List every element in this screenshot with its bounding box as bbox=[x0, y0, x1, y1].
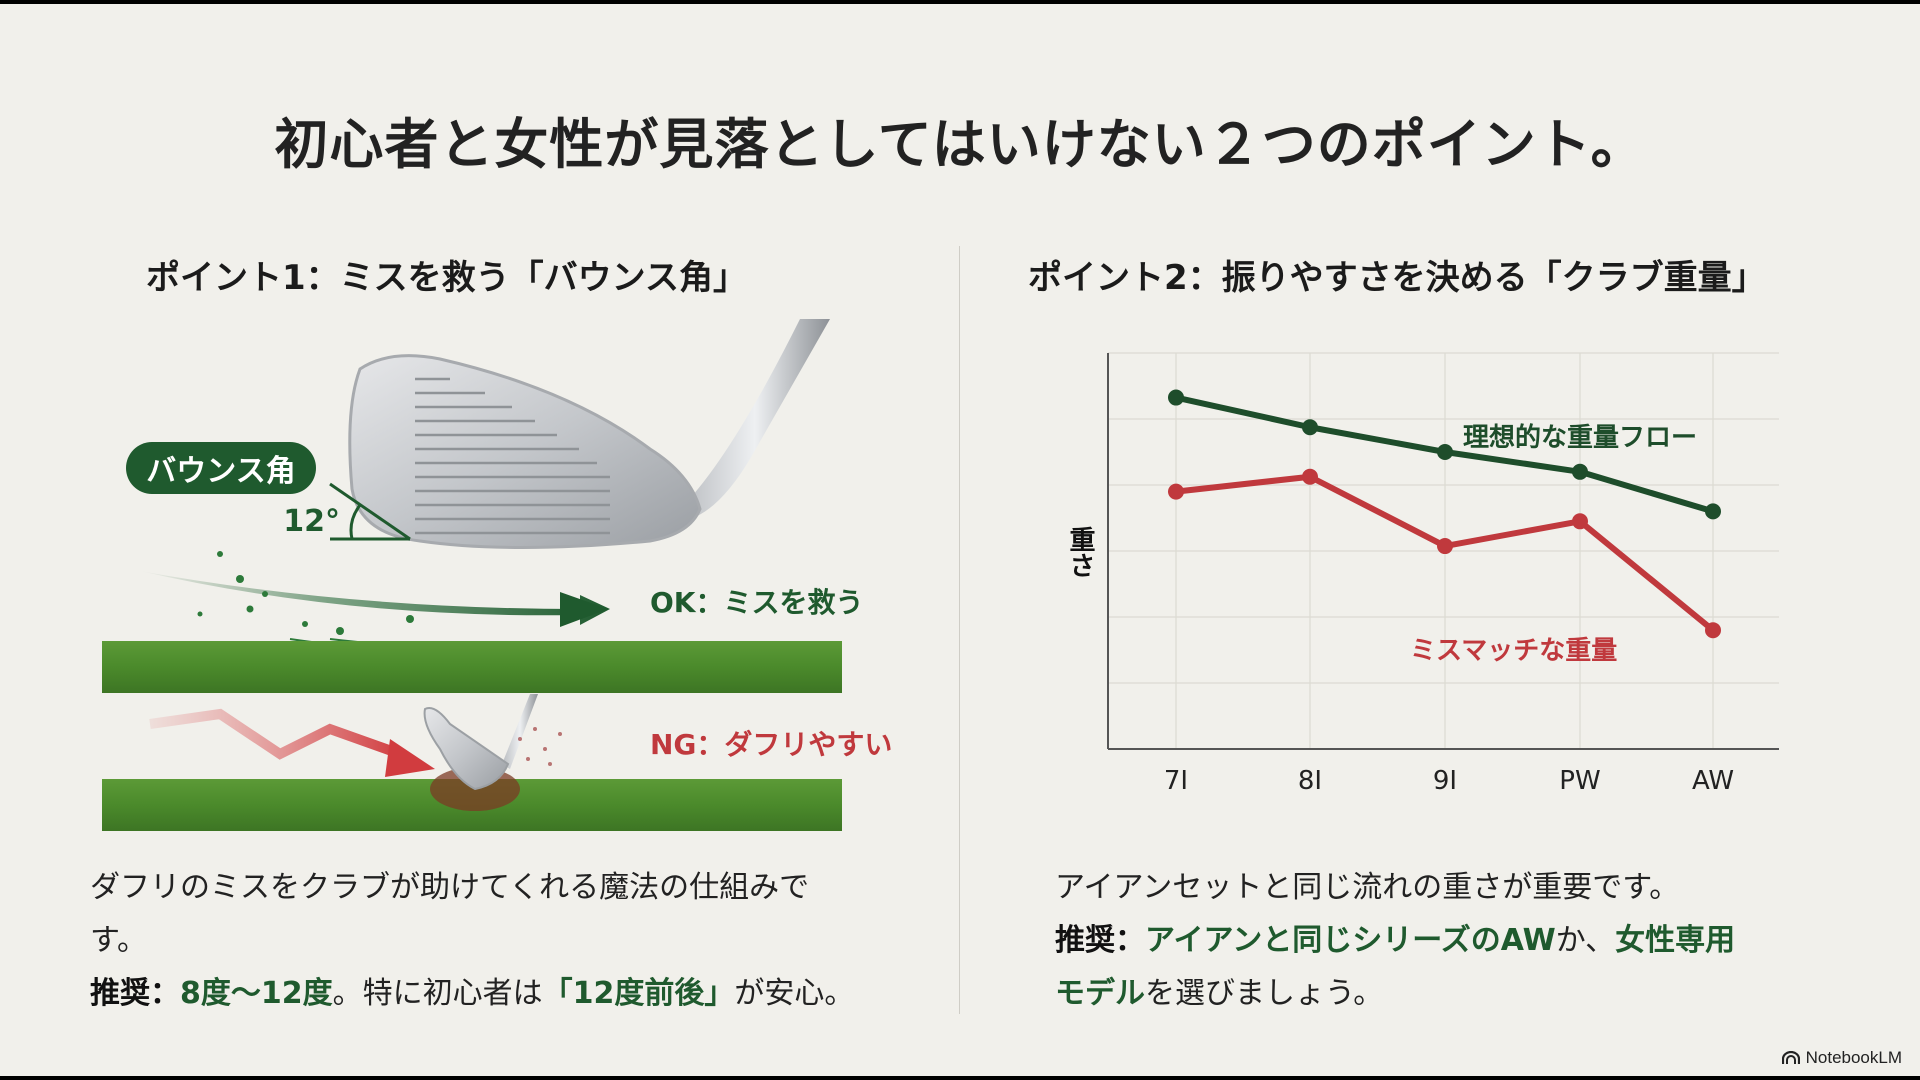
rec-prefix: 推奨： bbox=[90, 976, 180, 1011]
y-axis-label: 重さ bbox=[1065, 526, 1095, 578]
data-point bbox=[1437, 444, 1453, 460]
ng-label: NG：ダフリやすい bbox=[650, 728, 892, 761]
rec-prefix: 推奨： bbox=[1055, 923, 1145, 958]
x-tick-PW: PW bbox=[1559, 766, 1600, 796]
club-weight-chart: 重さ 7I 8I 9I PW AW 理想的な重量フロー ミスマッチな重量 bbox=[1065, 352, 1779, 796]
data-point bbox=[1168, 389, 1184, 406]
rec-highlight3: モデル bbox=[1055, 976, 1145, 1011]
angle-label: 12° bbox=[283, 504, 340, 539]
data-point bbox=[1437, 538, 1453, 555]
data-point bbox=[1705, 503, 1721, 520]
ok-swing-arrow-icon bbox=[140, 571, 610, 625]
legend-ideal: 理想的な重量フロー bbox=[1463, 422, 1697, 453]
ng-swing-arrow-icon bbox=[149, 708, 402, 760]
data-point bbox=[1302, 468, 1318, 485]
rec-highlight: 「12度前後」 bbox=[542, 976, 735, 1011]
point2-description: アイアンセットと同じ流れの重さが重要です。 推奨：アイアンと同じシリーズのAWか… bbox=[1055, 861, 1885, 1020]
x-tick-7I: 7I bbox=[1164, 766, 1188, 796]
ok-label: OK：ミスを救う bbox=[650, 586, 864, 619]
grass-ok bbox=[102, 641, 842, 693]
point1-heading: ポイント1：ミスを救う「バウンス角」 bbox=[146, 258, 747, 298]
point1-recommendation: 推奨：8度〜12度。特に初心者は「12度前後」が安心。 bbox=[90, 967, 890, 1020]
legend-mismatch: ミスマッチな重量 bbox=[1410, 636, 1617, 666]
point1-body-line1: ダフリのミスをクラブが助けてくれる魔法の仕組みで bbox=[90, 870, 810, 905]
footer-brand-label: NotebookLM bbox=[1805, 1048, 1902, 1067]
rec-suffix: を選びましょう。 bbox=[1145, 976, 1384, 1011]
slide-title: 初心者と女性が見落としてはいけない２つのポイント。 bbox=[274, 113, 1646, 176]
slide: 初心者と女性が見落としてはいけない２つのポイント。 ポイント1：ミスを救う「バウ… bbox=[0, 4, 1920, 1076]
bounce-angle-badge-label: バウンス角 bbox=[146, 454, 295, 489]
wedge-head-icon bbox=[348, 319, 830, 549]
x-tick-AW: AW bbox=[1692, 766, 1734, 796]
data-point bbox=[1572, 513, 1588, 530]
footer-brand: NotebookLM bbox=[1781, 1048, 1902, 1068]
column-divider bbox=[959, 246, 960, 1014]
bounce-angle-badge bbox=[126, 442, 316, 494]
rec-suffix: が安心。 bbox=[734, 976, 855, 1011]
notebooklm-logo-icon bbox=[1781, 1051, 1800, 1064]
x-tick-8I: 8I bbox=[1298, 766, 1322, 796]
rec-mid: か、 bbox=[1555, 923, 1616, 958]
wedge-digging-icon bbox=[423, 694, 538, 791]
rec-highlight2: 女性専用 bbox=[1615, 923, 1736, 958]
angle-marker-icon bbox=[329, 482, 411, 541]
data-point bbox=[1705, 622, 1721, 639]
data-point bbox=[1572, 463, 1588, 480]
bounce-angle-illustration: バウンス角 12° OK：ミスを救う NG：ダフリやすい bbox=[102, 319, 892, 831]
point1-description: ダフリのミスをクラブが助けてくれる魔法の仕組みで す。 推奨：8度〜12度。特に… bbox=[90, 861, 890, 1020]
rec-range: 8度〜12度 bbox=[180, 976, 333, 1011]
point1-body-line2: す。 bbox=[90, 923, 147, 958]
data-point bbox=[1302, 419, 1318, 436]
point2-body-line1: アイアンセットと同じ流れの重さが重要です。 bbox=[1055, 870, 1680, 905]
rec-mid: 。特に初心者は bbox=[332, 976, 543, 1011]
x-tick-9I: 9I bbox=[1433, 766, 1457, 796]
point2-recommendation: 推奨：アイアンと同じシリーズのAWか、女性専用モデルを選びましょう。 bbox=[1055, 914, 1885, 1020]
rec-highlight1: アイアンと同じシリーズのAW bbox=[1145, 923, 1556, 958]
point2-heading: ポイント2：振りやすさを決める「クラブ重量」 bbox=[1028, 258, 1766, 298]
data-point bbox=[1168, 483, 1184, 500]
